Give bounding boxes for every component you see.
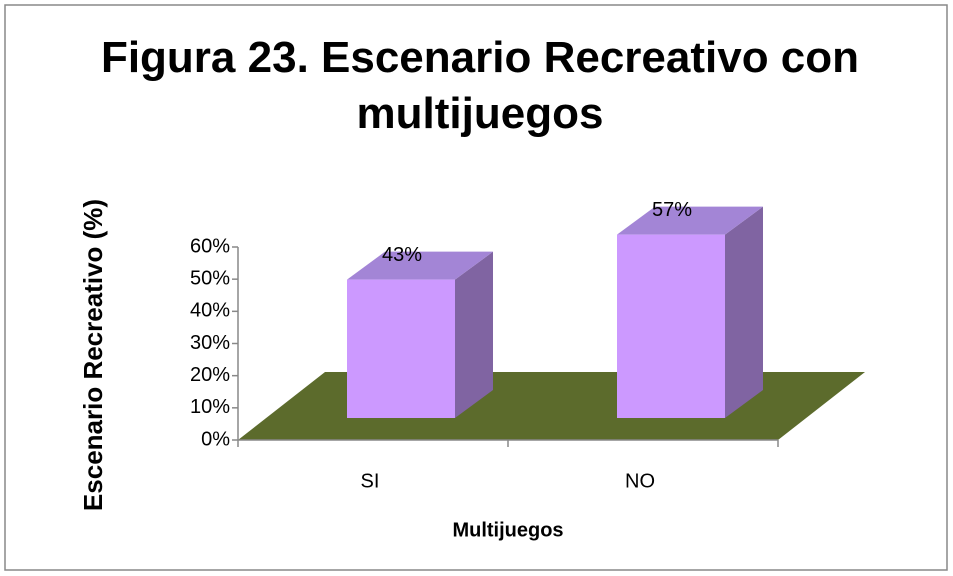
value-label: 43%	[382, 244, 422, 266]
bar	[617, 206, 763, 418]
y-axis-label: Escenario Recreativo (%)	[78, 199, 108, 511]
y-tick-label: 50%	[190, 267, 230, 289]
bar	[347, 251, 493, 418]
bar-front	[617, 234, 725, 418]
bar-side	[455, 251, 493, 418]
bar-top	[347, 251, 493, 280]
y-tick-label: 30%	[190, 332, 230, 354]
floor	[238, 372, 865, 440]
x-tick-label: SI	[361, 470, 380, 492]
bar-front	[347, 279, 455, 418]
y-tick-label: 10%	[190, 396, 230, 418]
y-tick-label: 40%	[190, 300, 230, 322]
y-tick-label: 20%	[190, 364, 230, 386]
x-axis-label: Multijuegos	[452, 519, 563, 541]
bar-side	[725, 206, 763, 418]
value-label: 57%	[652, 199, 692, 221]
chart-title: Figura 23. Escenario Recreativo con mult…	[100, 33, 860, 138]
x-tick-label: NO	[625, 470, 655, 492]
y-tick-label: 0%	[201, 428, 230, 450]
bar-top	[617, 206, 763, 235]
y-tick-label: 60%	[190, 235, 230, 257]
